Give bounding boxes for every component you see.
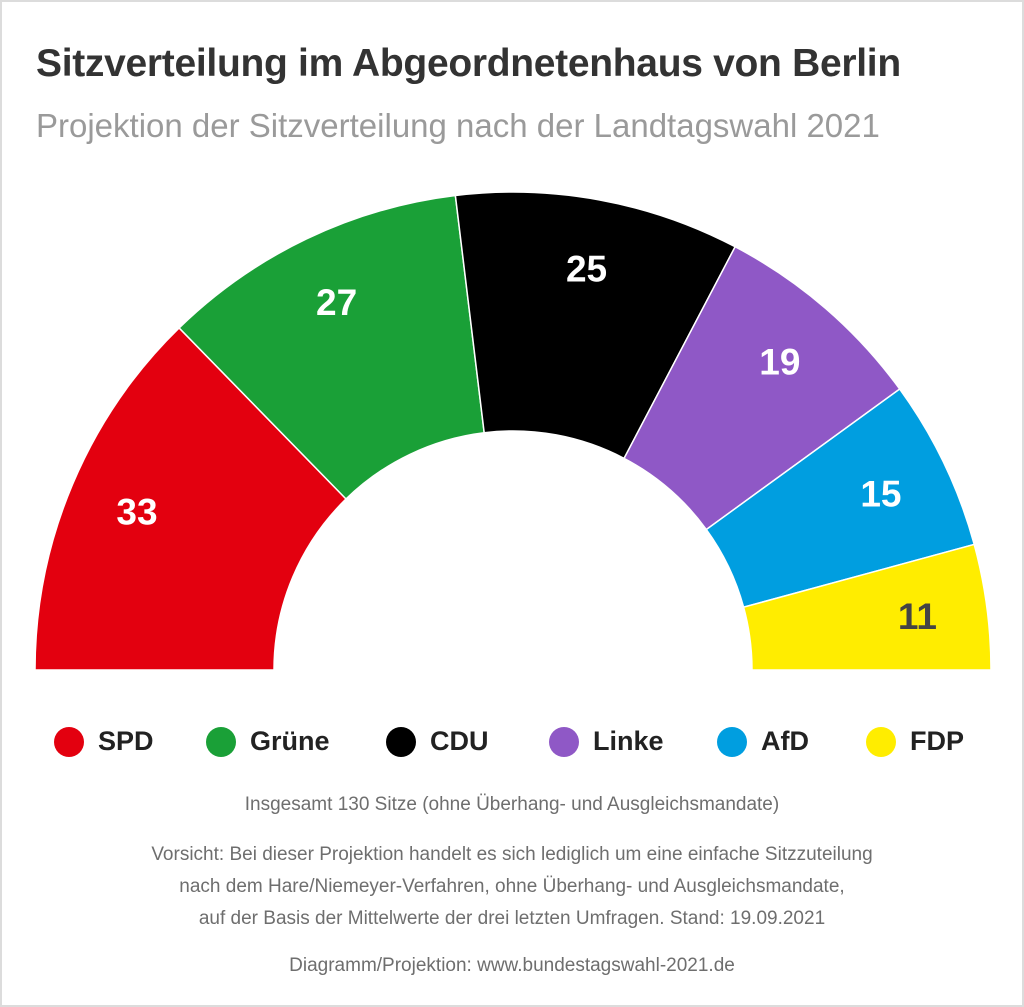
legend-label: AfD (761, 726, 809, 756)
chart-title: Sitzverteilung im Abgeordnetenhaus von B… (36, 42, 901, 85)
segment-gruene (178, 194, 486, 501)
legend-item: CDU (386, 726, 489, 757)
legend-swatch (549, 726, 579, 757)
segment-spd (34, 326, 348, 671)
legend-swatch (206, 726, 236, 757)
seat-label: 19 (759, 341, 800, 382)
legend-swatch (717, 726, 747, 757)
legend-label: CDU (430, 726, 489, 756)
seat-label: 25 (566, 249, 607, 290)
legend-label: Grüne (250, 726, 330, 756)
segment-fdp (742, 543, 992, 671)
legend-swatch (386, 726, 416, 757)
seat-label: 11 (898, 596, 937, 637)
source-note: Diagramm/Projektion: www.bundestagswahl-… (289, 955, 735, 976)
legend-item: Grüne (206, 726, 330, 757)
seat-label: 33 (116, 492, 157, 533)
legend-item: SPD (54, 726, 154, 757)
seat-chart: 33 27 25 19 15 11 (34, 191, 992, 671)
legend-swatch (866, 726, 896, 757)
legend-label: FDP (910, 726, 964, 756)
legend-swatch (54, 726, 84, 757)
disclaimer-line-2: nach dem Hare/Niemeyer-Verfahren, ohne Ü… (179, 876, 845, 897)
disclaimer-line-1: Vorsicht: Bei dieser Projektion handelt … (151, 844, 873, 865)
chart-subtitle: Projektion der Sitzverteilung nach der L… (36, 107, 880, 144)
seat-label: 15 (860, 474, 901, 515)
total-note: Insgesamt 130 Sitze (ohne Überhang- und … (244, 794, 780, 815)
legend-label: Linke (593, 726, 664, 756)
legend-item: AfD (717, 726, 809, 757)
seat-label: 27 (316, 282, 357, 323)
disclaimer-line-3: auf der Basis der Mittelwerte der drei l… (198, 908, 826, 929)
legend-item: Linke (549, 726, 664, 757)
legend-item: FDP (866, 726, 964, 757)
legend-label: SPD (98, 726, 154, 756)
